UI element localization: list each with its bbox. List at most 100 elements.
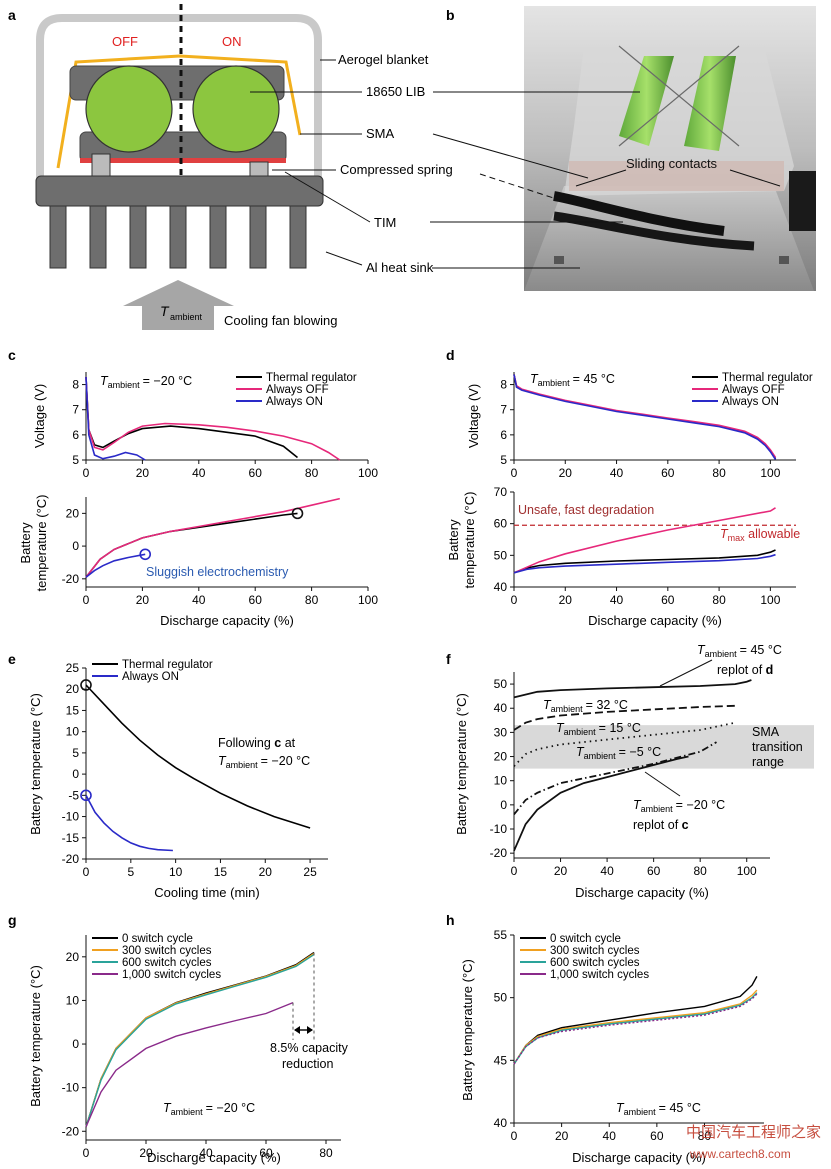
x-tick-label: 100 bbox=[358, 466, 378, 480]
legend-item: 600 switch cycles bbox=[550, 957, 640, 969]
link-spring bbox=[479, 173, 576, 206]
x-tick-label: 60 bbox=[249, 593, 263, 607]
series-line-3 bbox=[513, 993, 758, 1065]
label-heat-sink: Al heat sink bbox=[366, 260, 434, 275]
t-value: = 32 °C bbox=[586, 698, 628, 712]
annotation-sluggish: Sluggish electrochemistry bbox=[146, 565, 289, 579]
heat-sink-base bbox=[35, 175, 324, 207]
x-tick-label: 80 bbox=[319, 1146, 333, 1160]
photo-panel-b bbox=[524, 6, 816, 291]
y-tick-label: 0 bbox=[500, 798, 507, 812]
annotation-following: Following c at bbox=[218, 736, 296, 750]
x-tick-label: 80 bbox=[305, 466, 319, 480]
y-axis-label-voltage: Voltage (V) bbox=[32, 384, 47, 448]
series-line-2 bbox=[85, 376, 146, 461]
temp-line-2 bbox=[513, 553, 776, 574]
x-tick-label: 20 bbox=[559, 466, 573, 480]
y-tick-label: 6 bbox=[72, 428, 79, 442]
fan-t-sub: ambient bbox=[170, 312, 203, 322]
y-tick-label: 50 bbox=[494, 677, 508, 691]
y-tick-label: -20 bbox=[490, 846, 508, 860]
y-tick-label: -10 bbox=[62, 1081, 80, 1095]
tim-layer bbox=[80, 158, 286, 163]
t-subscript: ambient bbox=[226, 760, 259, 770]
panel-f-chart: f -20 -10 0 10 20 30 40 50 0 20 40 60 80 100 SMAtransit… bbox=[446, 643, 814, 900]
t-symbol: T bbox=[100, 374, 109, 388]
legend-item: 0 switch cycle bbox=[122, 933, 193, 945]
t-ambient-neg20: Tambient = −20 °C bbox=[633, 798, 725, 814]
panel-e-chart: e -20 -15 -10 -5 0 5 10 15 20 25 0 5 10 15 20 25 Thermal … bbox=[8, 651, 328, 900]
y-tick-label: 40 bbox=[494, 580, 508, 594]
series-line-1 bbox=[85, 376, 341, 461]
marker-regulator-end bbox=[291, 507, 304, 520]
x-tick-label: 60 bbox=[647, 864, 661, 878]
x-tick-label: 0 bbox=[83, 466, 90, 480]
y-tick-label: 5 bbox=[72, 746, 79, 760]
t-ambient-d: Tambient = 45 °C bbox=[530, 372, 615, 388]
replot-c-label: replot of c bbox=[633, 818, 689, 832]
aerogel-blanket-shape bbox=[36, 14, 322, 178]
x-axis-label: Discharge capacity (%) bbox=[575, 885, 709, 900]
y-tick-label: 40 bbox=[494, 1116, 508, 1130]
legend-item: Thermal regulator bbox=[266, 372, 357, 384]
panel-label-e: e bbox=[8, 651, 16, 667]
x-tick-label: 20 bbox=[136, 466, 150, 480]
t-subscript: ambient bbox=[705, 649, 738, 659]
t-subscript: ambient bbox=[641, 804, 674, 814]
t-symbol: T bbox=[556, 721, 565, 735]
y-tick-label: 60 bbox=[494, 517, 508, 531]
arrow-neg20 bbox=[644, 771, 681, 797]
x-tick-label: 10 bbox=[169, 865, 183, 879]
y-tick-label: -20 bbox=[62, 1124, 80, 1138]
legend-item: 300 switch cycles bbox=[122, 945, 212, 957]
panel-label-d: d bbox=[446, 347, 455, 363]
legend-item: Always OFF bbox=[266, 384, 329, 396]
x-tick-label: 20 bbox=[555, 1129, 569, 1143]
label-sma: SMA bbox=[366, 126, 395, 141]
y-tick-label: -20 bbox=[62, 852, 80, 866]
y-axis-label-voltage: Voltage (V) bbox=[466, 384, 481, 448]
cell-right bbox=[192, 65, 280, 153]
series-line-4 bbox=[513, 755, 689, 852]
y-tick-label: 15 bbox=[66, 703, 80, 717]
y-tick-label: 20 bbox=[66, 950, 80, 964]
y-tick-label: -10 bbox=[490, 822, 508, 836]
y-tick-label: 5 bbox=[72, 453, 79, 467]
legend-item: 1,000 switch cycles bbox=[122, 969, 221, 981]
x-tick-label: 0 bbox=[83, 865, 90, 879]
sma-wire-shape bbox=[56, 54, 302, 169]
y-tick-label: 0 bbox=[72, 1037, 79, 1051]
t-ambient-g: Tambient = −20 °C bbox=[163, 1101, 255, 1117]
series-line-2 bbox=[513, 992, 758, 1065]
legend-item: Always ON bbox=[122, 671, 179, 683]
x-tick-label: 100 bbox=[358, 593, 378, 607]
temp-line-2 bbox=[85, 553, 146, 578]
t-symbol: T bbox=[543, 698, 552, 712]
arrow-45 bbox=[659, 659, 713, 687]
y-tick-label: 20 bbox=[494, 750, 508, 764]
t-value: = 45 °C bbox=[740, 643, 782, 657]
y-tick-label: -10 bbox=[62, 810, 80, 824]
annotation-capacity-2: reduction bbox=[282, 1057, 333, 1071]
t-value: = −20 °C bbox=[676, 798, 725, 812]
y-tick-label: -5 bbox=[68, 788, 79, 802]
legend-item: Always ON bbox=[722, 396, 779, 408]
replot-part: replot of bbox=[717, 663, 766, 677]
marker-on-end bbox=[139, 548, 152, 561]
t-value: = −20 °C bbox=[261, 754, 310, 768]
legend-item: Always OFF bbox=[722, 384, 785, 396]
arrow-contact-right bbox=[729, 169, 781, 187]
x-tick-label: 0 bbox=[83, 593, 90, 607]
x-tick-label: 100 bbox=[760, 593, 780, 607]
marker-on-start bbox=[80, 789, 92, 802]
t-ambient-15: Tambient = 15 °C bbox=[556, 721, 641, 737]
x-tick-label: 20 bbox=[559, 593, 573, 607]
x-tick-label: 80 bbox=[712, 466, 726, 480]
legend-item: Always ON bbox=[266, 396, 323, 408]
x-tick-label: 40 bbox=[600, 864, 614, 878]
panel-a-diagram: a OFF ON T ambient Cooling fan blowing A… bbox=[8, 4, 640, 330]
t-symbol: T bbox=[218, 754, 227, 768]
